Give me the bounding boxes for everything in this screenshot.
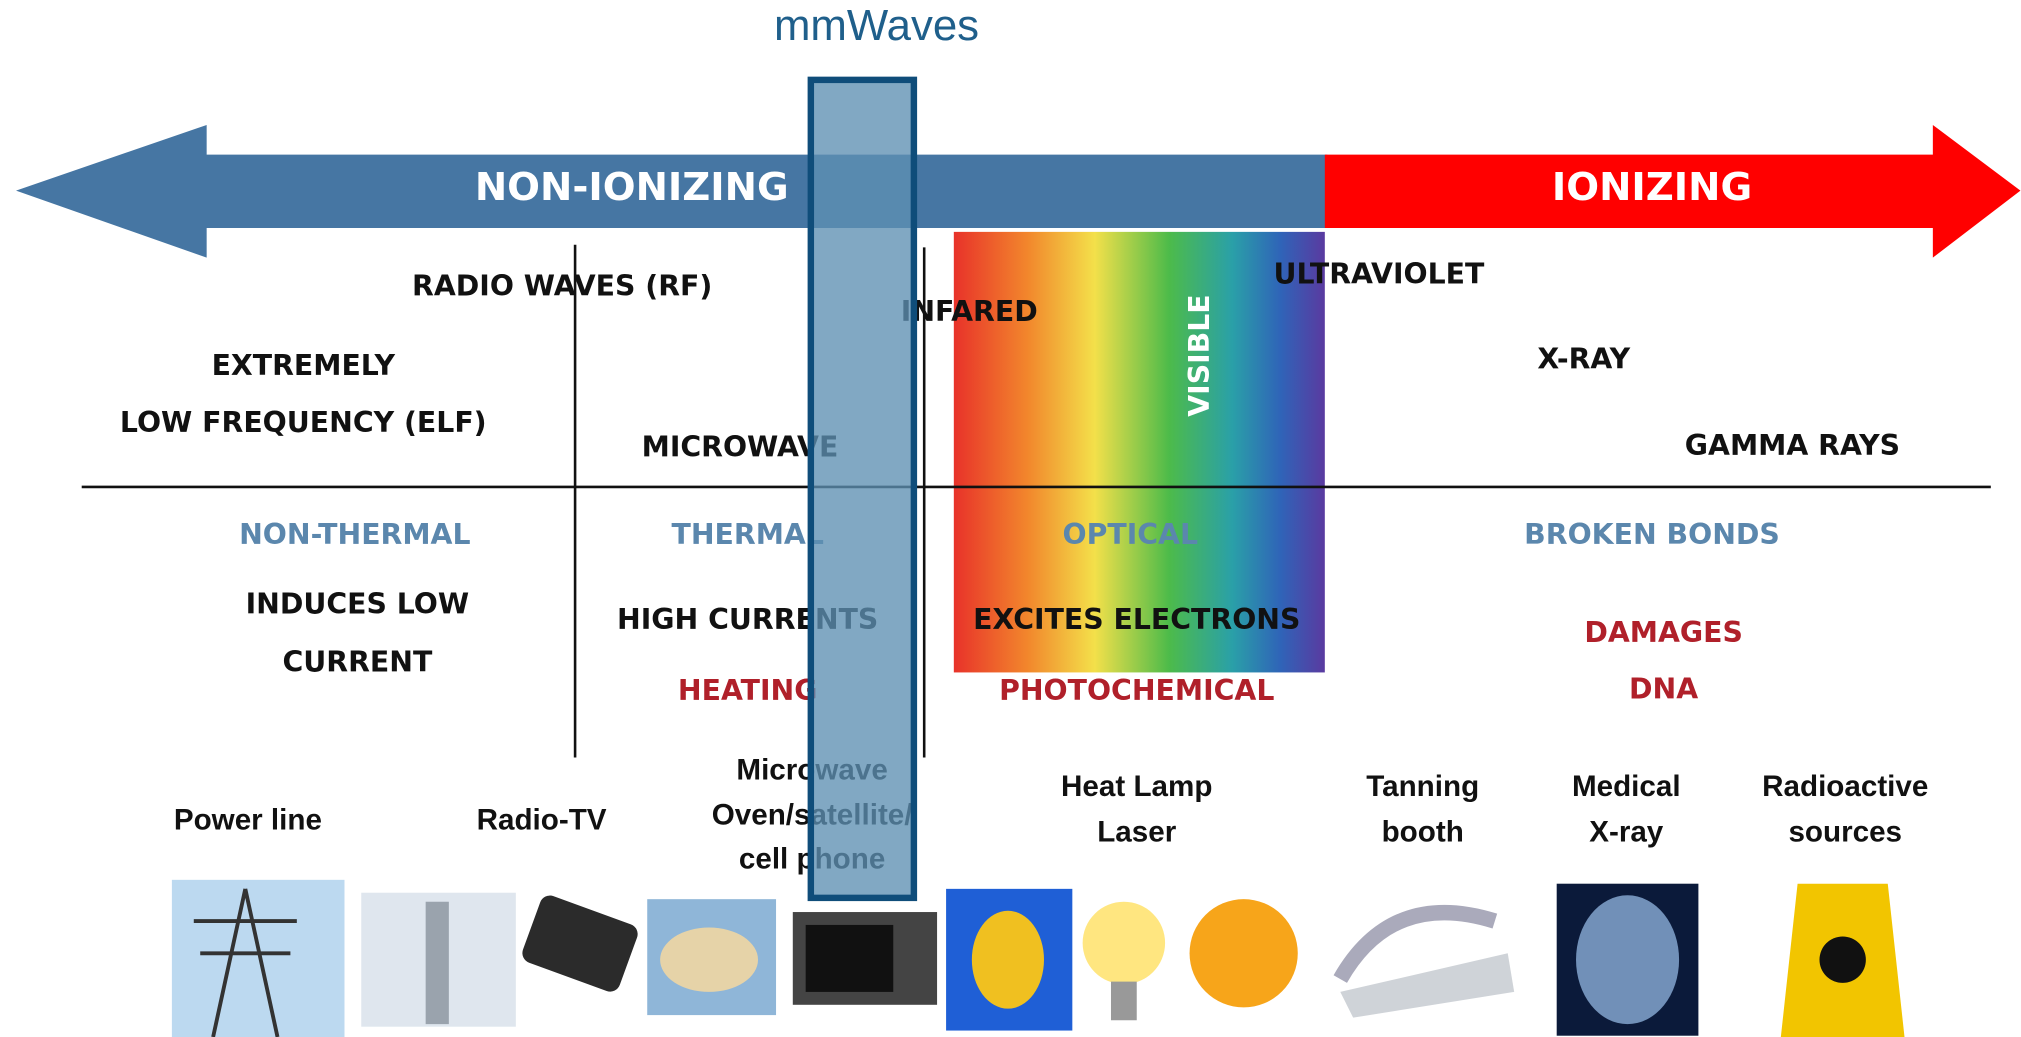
effect-kind: OPTICAL [1063, 518, 1198, 551]
xray-chest [1576, 895, 1679, 1024]
phone-image [519, 893, 640, 995]
effect: CURRENT [282, 645, 432, 678]
source-label: Power line [174, 804, 322, 837]
band-label: LOW FREQUENCY (ELF) [120, 406, 487, 439]
effect: PHOTOCHEMICAL [999, 674, 1274, 707]
source-label: Heat Lamp [1061, 770, 1212, 803]
effect-kind: NON-THERMAL [239, 518, 470, 551]
source-images [172, 880, 1905, 1037]
source-label: sources [1788, 815, 1902, 848]
oven-door [806, 925, 894, 992]
arrow-left-label: NON-IONIZING [475, 165, 789, 210]
tanning-bed-image [1340, 953, 1514, 1017]
effect: INDUCES LOW [246, 587, 470, 620]
effect-kind: BROKEN BONDS [1524, 518, 1780, 551]
effect-kind: THERMAL [672, 518, 824, 551]
thermal-blob [972, 911, 1044, 1009]
effect: HEATING [678, 674, 818, 707]
power-line-image [172, 880, 345, 1037]
source-label: Laser [1097, 815, 1176, 848]
band-label: RADIO WAVES (RF) [412, 269, 712, 302]
sun-image [1190, 899, 1298, 1007]
source-label: Tanning [1366, 770, 1479, 803]
effect: DAMAGES [1584, 616, 1743, 649]
effect: DNA [1629, 672, 1698, 705]
radio-tower [426, 902, 449, 1024]
bulb-image [1083, 902, 1165, 984]
mmwave-highlight [811, 80, 914, 898]
diagram: NON-IONIZING IONIZING RADIO WAVES (RF) I… [0, 0, 2021, 1037]
source-label: Radio-TV [477, 804, 607, 837]
source-label: Radioactive [1762, 770, 1928, 803]
arrow-right-label: IONIZING [1552, 165, 1752, 210]
band-label: ULTRAVIOLET [1274, 258, 1485, 291]
dish [660, 928, 758, 992]
radioactive-symbol [1819, 937, 1865, 983]
band-label: X-RAY [1537, 343, 1630, 376]
band-label: INFARED [901, 295, 1038, 328]
source-label: Medical [1572, 770, 1681, 803]
band-label: EXTREMELY [212, 349, 396, 382]
highlight-label: mmWaves [774, 1, 979, 50]
band-label: VISIBLE [1183, 294, 1216, 416]
effect: EXCITES ELECTRONS [973, 603, 1300, 636]
page: NON-IONIZING IONIZING RADIO WAVES (RF) I… [0, 0, 2021, 1037]
source-label: X-ray [1589, 815, 1664, 848]
band-label: GAMMA RAYS [1685, 429, 1900, 462]
bulb-base [1111, 982, 1137, 1021]
source-label: booth [1382, 815, 1464, 848]
